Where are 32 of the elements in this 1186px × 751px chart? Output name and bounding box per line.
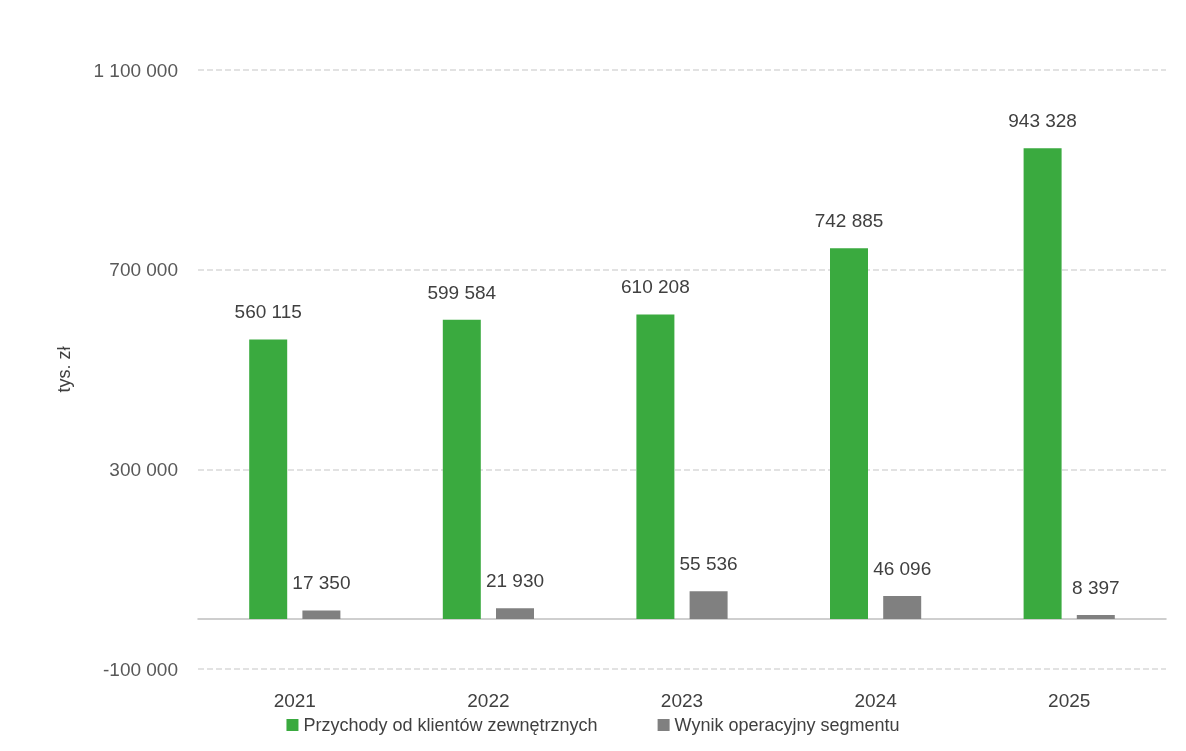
data-label: 742 885 (814, 210, 884, 232)
data-label: 943 328 (1008, 110, 1077, 132)
x-tick-label: 2024 (854, 690, 898, 711)
bar (689, 591, 728, 620)
bar (636, 314, 675, 620)
x-tick-label: 2021 (273, 690, 316, 711)
bar (830, 248, 868, 620)
bar (1023, 148, 1062, 620)
y-tick-label: -100 000 (102, 658, 178, 680)
data-label: 8 397 (1072, 576, 1120, 598)
data-label: 610 208 (621, 276, 690, 298)
bar (302, 610, 341, 620)
data-label: 46 096 (873, 558, 932, 580)
legend-label: Wynik operacyjny segmentu (674, 715, 900, 735)
x-tick-label: 2022 (467, 690, 510, 711)
data-label: 55 536 (679, 553, 738, 575)
x-tick-label: 2025 (1048, 690, 1091, 711)
y-axis-title: tys. zł (54, 346, 74, 393)
bar (249, 339, 288, 620)
data-label: 21 930 (485, 570, 545, 592)
y-tick-label: 1 100 000 (93, 59, 178, 81)
x-tick-label: 2023 (660, 690, 704, 711)
bar (883, 596, 922, 620)
y-tick-label: 300 000 (109, 458, 178, 480)
bar (442, 319, 481, 620)
bar (1076, 614, 1115, 620)
y-tick-label: 700 000 (109, 259, 178, 281)
data-label: 599 584 (427, 281, 497, 303)
data-label: 17 350 (292, 572, 351, 594)
data-label: 560 115 (234, 301, 302, 323)
bar (496, 608, 534, 620)
legend-label: Przychody od klientów zewnętrznych (303, 715, 598, 735)
